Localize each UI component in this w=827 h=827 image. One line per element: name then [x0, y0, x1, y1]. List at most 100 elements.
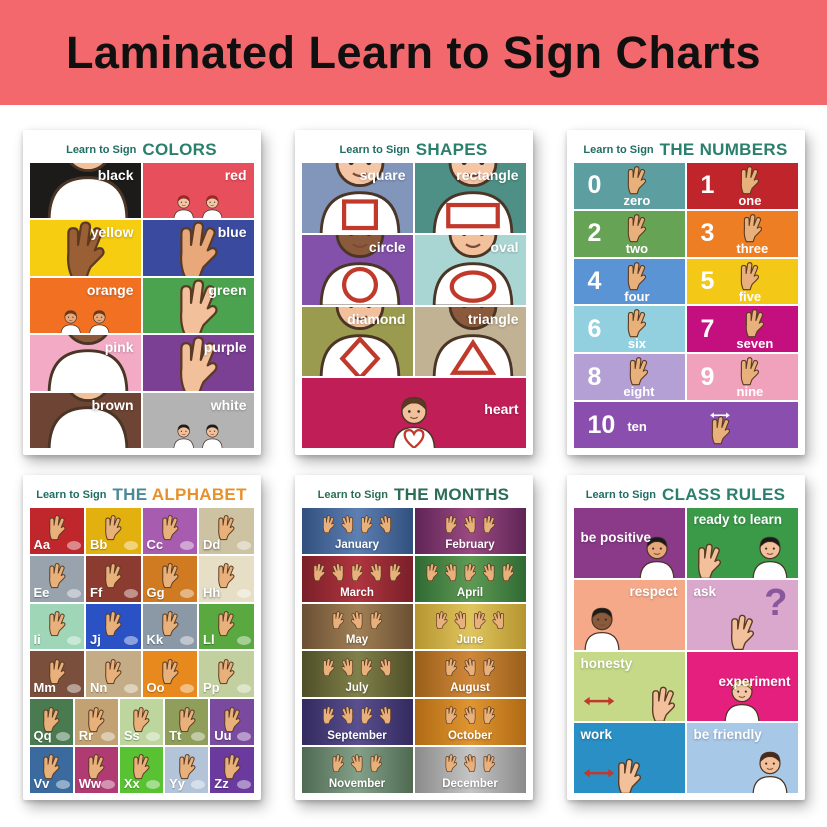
poster-header: Learn to Sign THE ALPHABET — [30, 482, 254, 508]
number-digit: 1 — [700, 171, 715, 200]
number-digit: 0 — [587, 171, 602, 200]
rule-label: respect — [629, 583, 678, 599]
person-icon — [35, 392, 141, 448]
fingerspelling-icons — [320, 705, 394, 725]
hand-sign-icon — [443, 705, 460, 725]
months-cell: April — [414, 555, 526, 602]
colors-cell: red — [142, 163, 254, 219]
hand-sign-icon — [330, 562, 347, 582]
hand-sign-icon — [424, 562, 441, 582]
whale-icon — [100, 779, 115, 789]
rule-label: ready to learn — [693, 512, 783, 527]
person-icon — [35, 163, 141, 219]
letter-label: Vv — [33, 775, 50, 791]
hand-sign-icon — [500, 562, 517, 582]
jellyfish-icon — [123, 636, 138, 646]
hand-icon — [646, 684, 680, 722]
rule-label: ask — [693, 583, 717, 599]
quail-icon — [55, 732, 70, 742]
alphabet-cell: Qq — [29, 699, 73, 746]
number-sign: nine — [736, 355, 763, 399]
hand-sign-icon — [358, 514, 375, 534]
alphabet-cell: Hh — [199, 555, 254, 602]
hand-sign-icon — [452, 610, 469, 630]
alphabet-cell: Ss — [119, 699, 164, 746]
letter-label: Hh — [203, 584, 221, 600]
zebra-icon — [236, 779, 251, 789]
shape-label: triangle — [467, 310, 519, 327]
hand-sign-icon — [377, 705, 394, 725]
numbers-cell: 3 three — [686, 210, 798, 257]
hand-sign-icon — [214, 609, 238, 637]
poster-grid: be positive ready to learn respect ask? hone… — [573, 508, 798, 793]
alligator-icon — [67, 540, 81, 550]
number-sign: zero — [623, 164, 650, 208]
letter-label: Cc — [146, 536, 164, 552]
numbers-cell: 1 one — [686, 163, 798, 209]
letter-label: Zz — [214, 775, 229, 791]
rules-cell: be positive — [573, 508, 685, 578]
rules-cell: ask? — [686, 579, 798, 650]
hand-sign-icon — [462, 753, 479, 773]
vulture-icon — [55, 779, 70, 789]
alphabet-cell: Gg — [142, 555, 197, 602]
poster-title: CLASS RULES — [662, 485, 785, 505]
shapes-cell: rectangle — [414, 163, 526, 233]
number-word: nine — [736, 384, 764, 400]
rule-label: experiment — [718, 673, 791, 689]
penguin-icon — [236, 684, 251, 694]
goose-icon — [180, 588, 194, 598]
poster-colors: Learn to Sign COLORS black red yellow blue ora… — [22, 130, 261, 455]
double-arrow-icon — [709, 406, 731, 418]
colors-cell: brown — [29, 392, 141, 448]
person-signing-circle-icon — [307, 234, 413, 305]
alphabet-cell: Ww — [74, 747, 118, 793]
poster-shapes: Learn to Sign SHAPES square rectangle circle… — [294, 130, 533, 455]
hand-sign-icon — [462, 562, 479, 582]
hand-sign-icon — [368, 562, 385, 582]
hand-sign-icon — [623, 212, 650, 243]
page-title: Laminated Learn to Sign Charts — [65, 26, 762, 78]
rule-label: work — [580, 727, 613, 743]
alphabet-cell: Kk — [142, 603, 197, 650]
hand-sign-icon — [339, 705, 356, 725]
rat-icon — [100, 732, 115, 742]
hand-sign-icon — [39, 705, 63, 733]
number-word: six — [627, 336, 646, 352]
poster-header: Learn to Sign THE NUMBERS — [574, 137, 798, 163]
hand-sign-icon — [481, 514, 498, 534]
hand-sign-icon — [220, 753, 244, 781]
letter-label: Yy — [169, 775, 185, 791]
number-word: five — [738, 288, 762, 304]
hand-sign-icon — [158, 561, 182, 589]
alphabet-cell: Nn — [86, 651, 141, 698]
month-label: June — [456, 634, 484, 647]
shape-label: square — [359, 167, 406, 183]
hand-sign-icon — [433, 610, 450, 630]
months-cell: July — [301, 651, 413, 698]
elephant-icon — [67, 588, 81, 598]
persons-icon — [170, 421, 226, 448]
red-double-arrow-icon — [582, 768, 616, 779]
letter-label: Mm — [33, 680, 56, 696]
fingerspelling-icons — [330, 610, 385, 630]
month-label: August — [450, 682, 490, 695]
learn-to-sign-label: Learn to Sign — [66, 144, 137, 156]
hand-sign-icon — [330, 753, 347, 773]
letter-label: Uu — [214, 728, 232, 744]
dog-icon — [236, 540, 251, 550]
person-signing-square-icon — [307, 163, 413, 233]
learn-to-sign-label: Learn to Sign — [317, 489, 388, 501]
number-sign: three — [736, 212, 768, 256]
hand-sign-icon — [320, 705, 337, 725]
letter-label: Oo — [146, 680, 165, 696]
month-label: November — [328, 777, 386, 790]
learn-to-sign-label: Learn to Sign — [583, 144, 654, 156]
shapes-cell: square — [301, 163, 413, 233]
person-signing-triangle-icon — [420, 306, 526, 377]
color-label: pink — [104, 339, 134, 356]
hand-sign-icon — [311, 562, 328, 582]
number-word: eight — [623, 384, 655, 400]
rule-label: be positive — [580, 530, 652, 546]
numbers-cell: 8 eight — [573, 354, 685, 401]
